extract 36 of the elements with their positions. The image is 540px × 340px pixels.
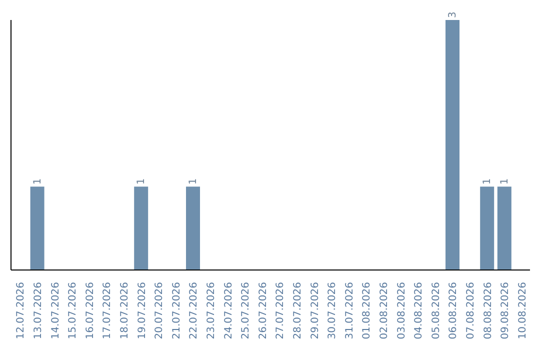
- x-tick-label: 12.07.2026: [16, 282, 27, 340]
- x-tick-label: 16.07.2026: [84, 282, 96, 340]
- x-tick-label: 08.08.2026: [482, 282, 494, 340]
- x-tick-label: 03.08.2026: [396, 282, 408, 340]
- x-tick-label: 19.07.2026: [136, 282, 148, 340]
- x-tick-label: 23.07.2026: [206, 282, 217, 340]
- x-tick-label: 04.08.2026: [414, 282, 425, 340]
- x-tick-label: 21.07.2026: [171, 282, 182, 340]
- x-tick-label: 13.07.2026: [32, 282, 44, 340]
- x-tick-label: 02.08.2026: [378, 282, 390, 340]
- data-label: 1: [32, 178, 44, 185]
- x-tick-label: 07.08.2026: [465, 282, 476, 340]
- x-tick-label: 31.07.2026: [344, 282, 356, 340]
- x-tick-label: 15.07.2026: [68, 282, 79, 340]
- x-tick-label: 09.08.2026: [500, 282, 512, 340]
- x-tick-label: 14.07.2026: [50, 282, 62, 340]
- x-tick-label: 20.07.2026: [154, 282, 166, 340]
- data-label: 1: [499, 178, 510, 185]
- x-tick-label: 05.08.2026: [430, 282, 442, 340]
- x-tick-label: 18.07.2026: [119, 282, 130, 340]
- x-tick-label: 30.07.2026: [327, 282, 338, 340]
- data-label: 1: [188, 178, 199, 185]
- data-label: 3: [448, 12, 458, 18]
- x-tick-label: 24.07.2026: [223, 282, 234, 340]
- data-label: 1: [136, 178, 148, 185]
- x-tick-label: 28.07.2026: [292, 282, 304, 340]
- data-label: 1: [482, 178, 494, 185]
- x-tick-label: 17.07.2026: [102, 282, 114, 340]
- x-tick-label: 22.07.2026: [188, 282, 200, 340]
- x-tick-label: 10.08.2026: [517, 282, 528, 340]
- x-tick-label: 06.08.2026: [448, 282, 460, 340]
- x-tick-label: 27.07.2026: [275, 282, 286, 340]
- x-tick-label: 29.07.2026: [310, 282, 321, 340]
- x-tick-label: 25.07.2026: [240, 282, 252, 340]
- x-tick-label: 26.07.2026: [258, 282, 269, 340]
- x-tick-label: 01.08.2026: [362, 282, 373, 340]
